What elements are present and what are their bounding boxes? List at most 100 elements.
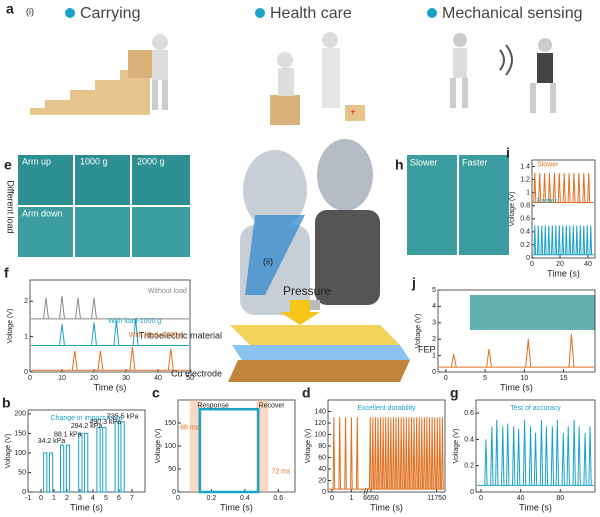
- y-axis-label: Voltage (V): [509, 192, 516, 227]
- y-tick-label: 150: [14, 430, 26, 437]
- spike: [495, 419, 499, 486]
- spike: [374, 417, 377, 490]
- spike: [441, 417, 444, 490]
- pulse: [120, 421, 125, 493]
- spike: [399, 417, 403, 490]
- y-axis-label: Voltage (V): [155, 429, 162, 464]
- y-tick-label: 0.4: [520, 229, 530, 236]
- spike: [586, 225, 589, 255]
- pulse: [114, 421, 119, 493]
- y-tick-label: 0.6: [520, 216, 530, 223]
- spike: [423, 417, 426, 490]
- x-axis-label: Time (s): [220, 502, 253, 512]
- panel-label: i: [506, 145, 510, 161]
- spike: [572, 225, 575, 255]
- y-axis-label: Voltage (V): [5, 434, 12, 469]
- x-tick-label: 3: [78, 495, 82, 502]
- spike: [97, 350, 104, 371]
- x-axis-label: Time (s): [500, 382, 533, 392]
- y-tick-label: 80: [318, 443, 326, 450]
- spike: [91, 322, 97, 346]
- x-axis-label: Time (s): [70, 502, 103, 512]
- spike: [371, 417, 375, 490]
- spike: [132, 318, 139, 346]
- x-tick-label: 1: [52, 495, 56, 502]
- y-tick-label: 1: [526, 190, 530, 197]
- y-tick-label: 50: [168, 466, 176, 473]
- photo-label: 1000 g: [80, 156, 108, 166]
- spike: [59, 295, 65, 319]
- y-tick-label: 0: [322, 489, 326, 496]
- annotation: 72 ms: [271, 469, 291, 476]
- x-tick-label: 20: [556, 261, 564, 268]
- x-tick-label: 11750: [427, 495, 446, 502]
- spike: [528, 426, 533, 486]
- x-tick-label: 30: [122, 375, 130, 382]
- spike: [410, 417, 413, 490]
- x-tick-label: 0.4: [240, 495, 250, 502]
- spike: [376, 417, 380, 490]
- x-tick-label: 5: [104, 495, 108, 502]
- y-tick-label: 0.8: [520, 203, 530, 210]
- x-tick-label: 0: [530, 261, 534, 268]
- x-tick-label: 80: [556, 495, 564, 502]
- spike: [543, 173, 547, 203]
- spike: [511, 426, 516, 486]
- x-tick-label: 50: [186, 375, 194, 382]
- spike: [368, 417, 372, 490]
- x-axis-label: Time (s): [370, 502, 403, 512]
- spike: [539, 419, 544, 486]
- y-tick-label: 0: [22, 489, 26, 496]
- x-axis-label: Time (s): [94, 382, 127, 392]
- annotation: 34.2 kPa: [38, 438, 66, 445]
- spike: [567, 173, 571, 203]
- spike: [415, 417, 418, 490]
- x-tick-label: 5: [483, 375, 487, 382]
- series-label: With load-1000 g: [108, 318, 161, 325]
- photo-label: Slower: [410, 157, 438, 167]
- spike: [554, 225, 558, 255]
- heading: Health care: [270, 5, 352, 22]
- chart-title: Change in impact force: [51, 415, 123, 422]
- spike: [561, 432, 565, 486]
- x-tick-label: 40: [517, 495, 525, 502]
- pulse: [96, 427, 101, 493]
- pulse: [65, 444, 71, 493]
- x-tick-label: 0: [479, 495, 483, 502]
- pulse: [43, 452, 48, 493]
- spike: [59, 324, 65, 346]
- y-tick-label: 0.6: [464, 410, 474, 417]
- chart-title: Excellent durability: [357, 405, 416, 412]
- spike: [525, 339, 532, 368]
- x-tick-label: 6650: [363, 495, 379, 502]
- label: Triboelectric material: [139, 330, 222, 340]
- plot-frame: [531, 159, 596, 259]
- spike: [430, 417, 434, 490]
- panel-label: j: [411, 275, 416, 291]
- spike: [533, 225, 537, 255]
- spike: [516, 428, 521, 486]
- x-tick-label: 20: [90, 375, 98, 382]
- label: (ii): [263, 256, 273, 266]
- spike: [561, 225, 565, 255]
- panel-label: a: [6, 1, 14, 17]
- x-tick-label: -1: [25, 495, 31, 502]
- plot-frame: [437, 289, 596, 373]
- spike: [407, 417, 411, 490]
- y-tick-label: 0: [24, 369, 28, 376]
- spike: [537, 225, 540, 255]
- spike: [547, 225, 551, 255]
- annotation: Recover: [259, 402, 286, 409]
- spike: [91, 297, 97, 319]
- spike: [381, 417, 385, 490]
- x-tick-label: 15: [560, 375, 568, 382]
- x-tick-label: 2: [65, 495, 69, 502]
- illustration-carrying: [30, 34, 168, 115]
- spike: [433, 417, 436, 490]
- sublabel: (i): [26, 6, 34, 16]
- y-tick-label: 4: [432, 303, 436, 310]
- spike: [582, 225, 586, 255]
- spike: [579, 225, 582, 255]
- spike: [332, 417, 336, 490]
- y-tick-label: 2: [24, 298, 28, 305]
